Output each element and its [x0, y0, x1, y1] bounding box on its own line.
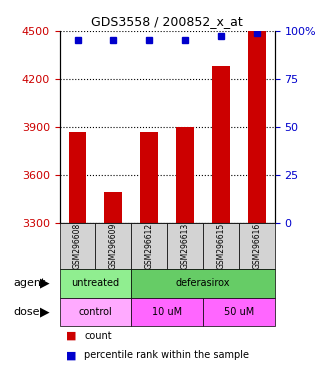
FancyBboxPatch shape [131, 298, 203, 326]
Text: 10 uM: 10 uM [152, 307, 182, 317]
Text: dose: dose [13, 307, 40, 317]
Text: count: count [84, 331, 112, 341]
Text: GSM296609: GSM296609 [109, 223, 118, 269]
FancyBboxPatch shape [60, 223, 95, 269]
FancyBboxPatch shape [131, 223, 167, 269]
Text: 50 uM: 50 uM [224, 307, 254, 317]
Bar [140, 132, 158, 223]
Bar [176, 127, 194, 223]
Bar [248, 31, 266, 223]
Bar [69, 132, 86, 223]
Text: GSM296613: GSM296613 [181, 223, 190, 269]
Text: deferasirox: deferasirox [176, 278, 230, 288]
FancyBboxPatch shape [239, 223, 275, 269]
Text: percentile rank within the sample: percentile rank within the sample [84, 350, 249, 360]
FancyBboxPatch shape [60, 298, 131, 326]
Text: GSM296615: GSM296615 [216, 223, 225, 269]
Text: untreated: untreated [71, 278, 119, 288]
FancyBboxPatch shape [131, 269, 275, 298]
Bar [212, 66, 230, 223]
Bar [104, 192, 122, 223]
Text: ▶: ▶ [40, 305, 50, 318]
Title: GDS3558 / 200852_x_at: GDS3558 / 200852_x_at [91, 15, 243, 28]
FancyBboxPatch shape [203, 298, 275, 326]
FancyBboxPatch shape [167, 223, 203, 269]
Text: ■: ■ [66, 331, 77, 341]
Text: GSM296608: GSM296608 [73, 223, 82, 269]
Text: ▶: ▶ [40, 277, 50, 290]
Text: GSM296612: GSM296612 [145, 223, 154, 269]
FancyBboxPatch shape [203, 223, 239, 269]
Text: GSM296616: GSM296616 [252, 223, 261, 269]
FancyBboxPatch shape [95, 223, 131, 269]
FancyBboxPatch shape [60, 269, 131, 298]
Text: agent: agent [13, 278, 46, 288]
Text: control: control [78, 307, 112, 317]
Text: ■: ■ [66, 350, 77, 360]
